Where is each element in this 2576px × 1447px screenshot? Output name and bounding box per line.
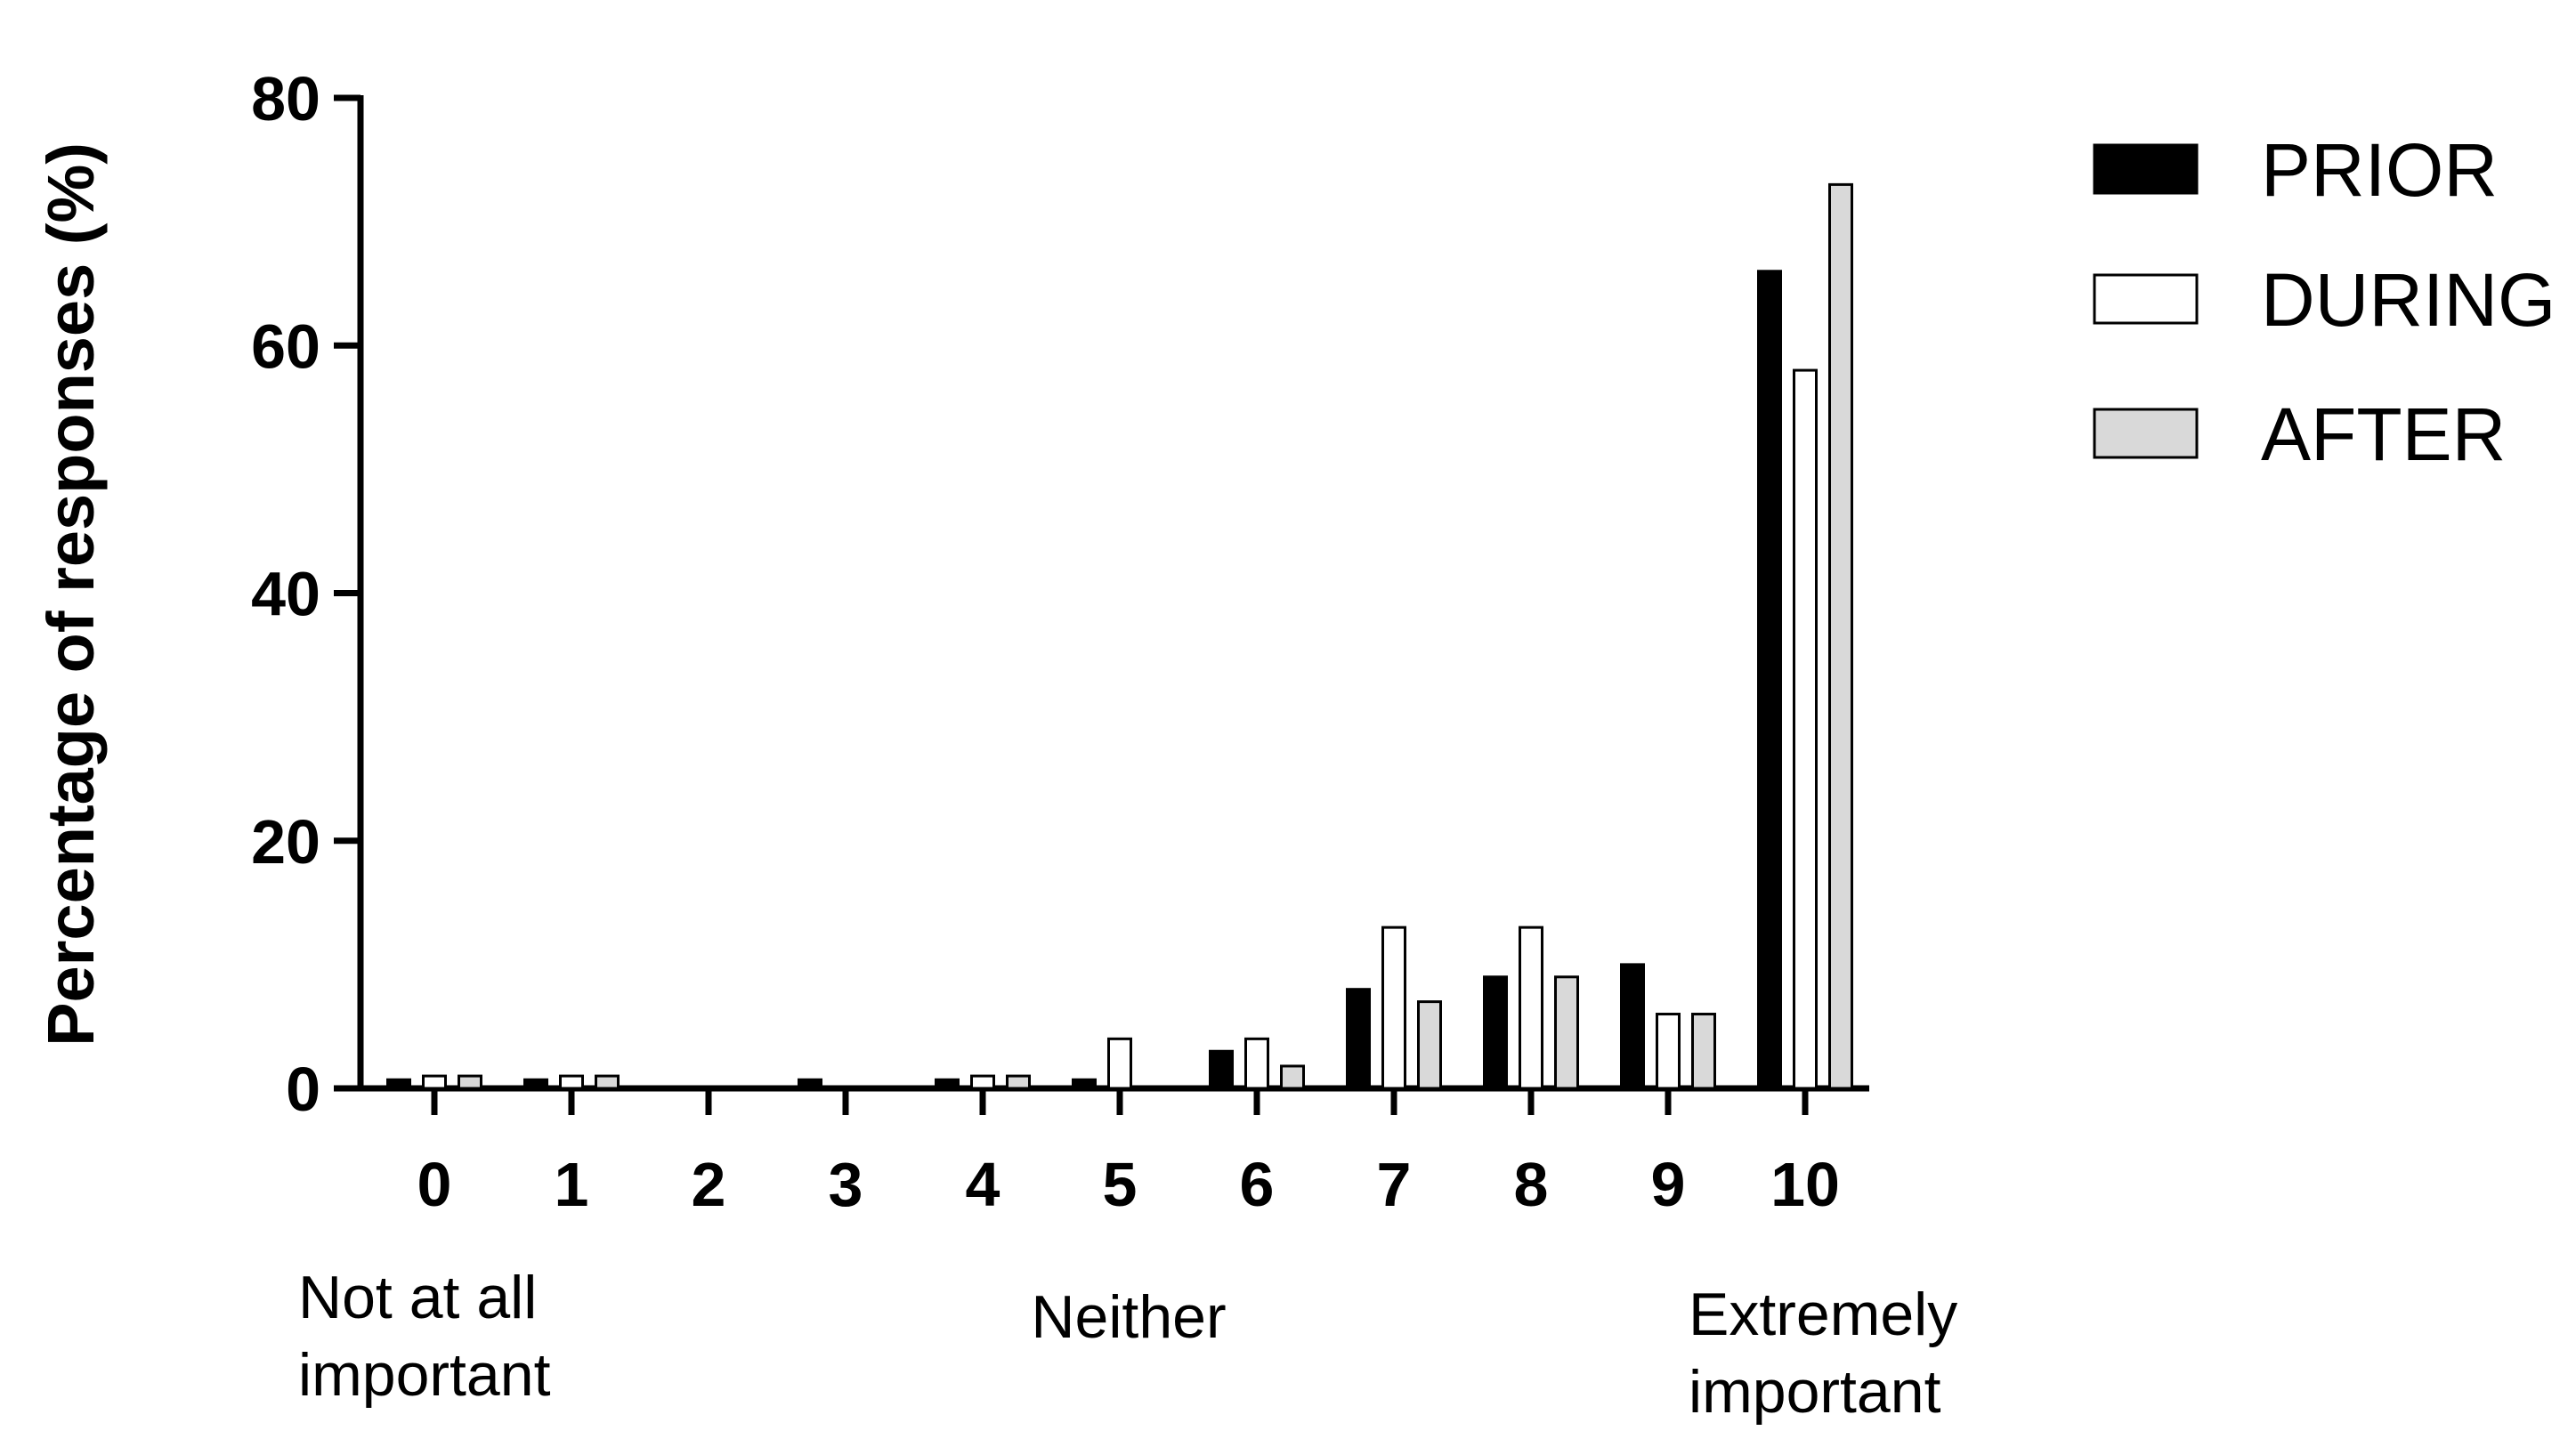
legend-swatch-during [2093, 273, 2199, 325]
category-annotation: Neither [1031, 1283, 1226, 1351]
legend-label-after: AFTER [2261, 392, 2506, 476]
y-axis-title: Percentage of responses (%) [34, 142, 108, 1047]
bar-after-7 [1417, 1000, 1442, 1090]
category-annotation: Extremely [1689, 1281, 1957, 1348]
bar-prior-8 [1483, 975, 1508, 1090]
bar-after-1 [595, 1074, 620, 1090]
bar-after-6 [1280, 1064, 1305, 1090]
legend-label-during: DURING [2261, 258, 2556, 342]
x-tick-label: 10 [1770, 1150, 1840, 1219]
y-tick-label: 40 [251, 560, 320, 629]
bar-during-4 [970, 1074, 995, 1090]
bar-during-5 [1107, 1037, 1132, 1090]
bar-after-10 [1828, 182, 1853, 1090]
bar-during-6 [1244, 1037, 1269, 1090]
x-tick-label: 6 [1240, 1150, 1275, 1219]
x-tick-label: 8 [1514, 1150, 1549, 1219]
bar-prior-6 [1209, 1049, 1234, 1090]
legend-label-prior: PRIOR [2261, 128, 2498, 212]
legend-swatch-after [2093, 408, 2199, 459]
bar-prior-10 [1757, 270, 1782, 1090]
bar-prior-7 [1346, 988, 1371, 1090]
category-annotation: Not at all [298, 1264, 537, 1331]
x-tick-label: 1 [555, 1150, 589, 1219]
x-tick-label: 4 [966, 1150, 1000, 1219]
x-tick-label: 2 [692, 1150, 726, 1219]
bar-after-0 [458, 1074, 482, 1090]
bar-prior-9 [1620, 963, 1645, 1090]
x-tick-label: 5 [1103, 1150, 1138, 1219]
bar-during-8 [1519, 926, 1543, 1090]
bar-prior-5 [1072, 1078, 1097, 1090]
bar-during-0 [422, 1074, 447, 1090]
legend: PRIOR DURING AFTER [2093, 128, 2556, 476]
x-tick-label: 3 [829, 1150, 863, 1219]
bar-after-9 [1691, 1013, 1716, 1090]
y-tick-label: 60 [251, 311, 320, 381]
legend-swatch-prior [2093, 143, 2199, 195]
category-annotation: important [1689, 1358, 1941, 1426]
bar-during-9 [1656, 1013, 1681, 1090]
bar-after-4 [1006, 1074, 1031, 1090]
y-tick-label: 0 [286, 1055, 320, 1124]
category-annotation: important [298, 1341, 551, 1409]
bar-prior-3 [798, 1078, 822, 1090]
x-tick-label: 9 [1651, 1150, 1686, 1219]
x-tick-label: 7 [1377, 1150, 1412, 1219]
y-tick-label: 80 [251, 64, 320, 133]
axes [334, 94, 1869, 1115]
bar-after-8 [1554, 975, 1579, 1090]
bar-during-1 [559, 1074, 584, 1090]
bar-prior-1 [523, 1078, 548, 1090]
bars [386, 182, 1853, 1090]
labels: 0 20 40 60 80 0 1 2 3 4 5 6 7 8 9 10 Percentage of respo… [34, 64, 1957, 1426]
bar-during-10 [1793, 368, 1818, 1090]
bar-prior-0 [386, 1078, 411, 1090]
x-tick-label: 0 [417, 1150, 452, 1219]
y-tick-label: 20 [251, 807, 320, 877]
bar-prior-4 [935, 1078, 960, 1090]
bar-during-7 [1381, 926, 1406, 1090]
